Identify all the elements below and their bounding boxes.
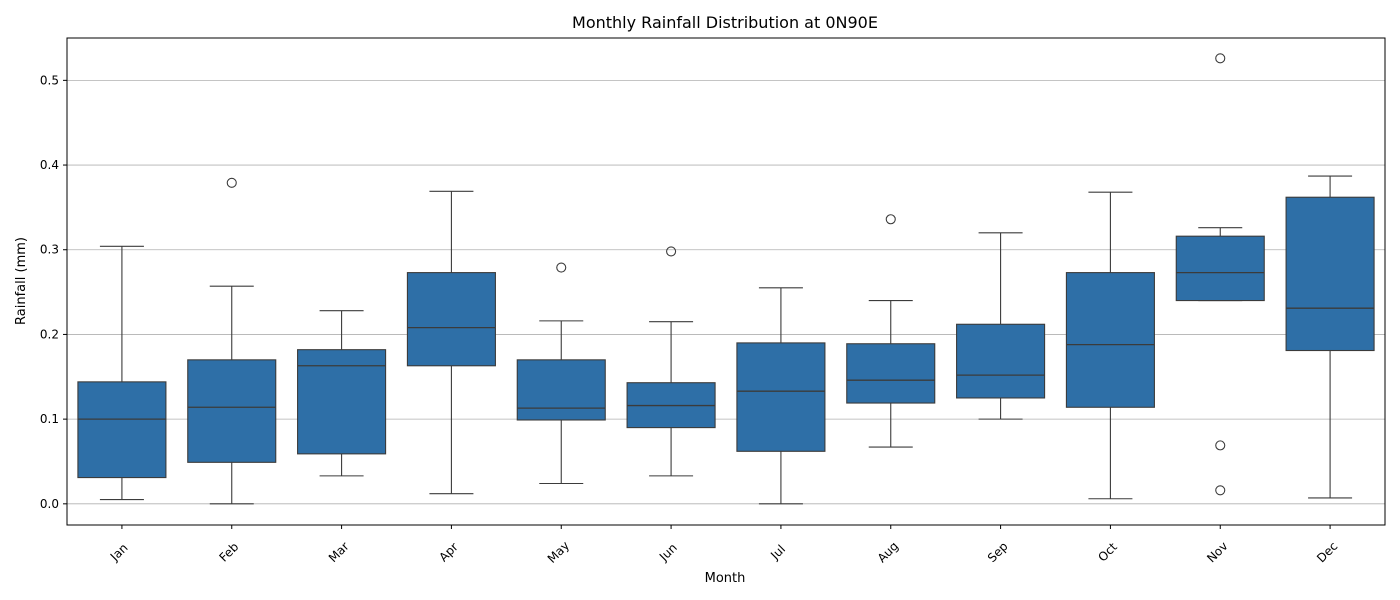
x-tick-label-feb: Feb [216,540,241,565]
box-aug [846,214,936,448]
iqr-box [77,381,167,479]
grid-lines [67,79,1385,505]
iqr-box [1285,196,1375,352]
x-tick-label-aug: Aug [875,539,901,565]
x-tick-label-sep: Sep [985,539,1011,565]
iqr-box [1065,272,1155,408]
iqr-box [406,272,496,367]
box-may [516,262,606,485]
x-tick-label-jan: Jan [107,541,131,565]
box-mar [297,310,387,477]
iqr-box [736,342,826,452]
box-feb [187,177,277,505]
x-tick-label-nov: Nov [1204,539,1230,565]
iqr-box [297,349,387,455]
box-dec [1285,175,1375,499]
iqr-box [956,323,1046,399]
box-jun [626,246,716,477]
box-apr [406,190,496,495]
iqr-box [1175,235,1265,302]
iqr-box [846,343,936,404]
box-sep [956,232,1046,420]
y-tick-label: 0.3 [40,243,59,257]
x-tick-label-jun: Jun [656,541,680,565]
outlier-point [556,262,567,273]
y-tick-label: 0.1 [40,412,59,426]
chart-title: Monthly Rainfall Distribution at 0N90E [572,13,878,32]
y-tick-label: 0.0 [40,497,59,511]
x-axis-ticks: Jan Feb Mar Apr May Jun Jul Aug Sep Oct Nov Dec [107,525,1340,566]
outlier-point [226,177,237,188]
x-tick-label-mar: Mar [326,539,352,565]
outlier-point [1215,485,1226,496]
y-tick-label: 0.4 [40,158,59,172]
outlier-point [885,214,896,225]
iqr-box [187,359,277,463]
x-axis-label: Month [705,571,746,586]
y-tick-label: 0.5 [40,73,59,87]
outlier-point [1215,440,1226,451]
outlier-point [666,246,677,257]
x-tick-label-dec: Dec [1314,539,1340,565]
x-tick-label-apr: Apr [436,540,461,565]
y-axis-label: Rainfall (mm) [14,237,29,325]
y-tick-label: 0.2 [40,327,59,341]
x-tick-label-oct: Oct [1095,540,1120,565]
outlier-point [1215,53,1226,64]
x-tick-label-may: May [545,538,572,565]
x-tick-label-jul: Jul [767,542,788,563]
box-jul [736,287,826,505]
box-oct [1065,191,1155,500]
y-axis-ticks: 0.0 0.1 0.2 0.3 0.4 0.5 [40,73,67,511]
box-nov [1175,53,1265,496]
box-jan [77,245,167,501]
plot-frame [66,37,1386,526]
boxes-layer [77,53,1375,505]
iqr-box [516,359,606,421]
